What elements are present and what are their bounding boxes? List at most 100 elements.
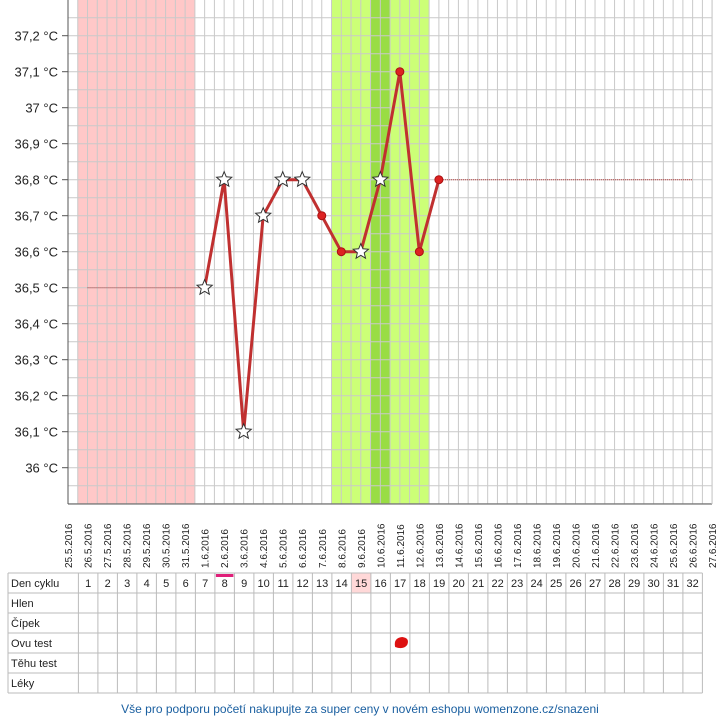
- ovu-test-mark[interactable]: [394, 637, 408, 649]
- x-tick-label: 20.6.2016: [572, 523, 583, 568]
- star-marker[interactable]: [215, 170, 234, 188]
- y-tick-label: 37,2 °C: [14, 29, 58, 44]
- day-number[interactable]: 29: [628, 578, 640, 590]
- day-number[interactable]: 23: [511, 578, 523, 590]
- day-number[interactable]: 17: [394, 578, 406, 590]
- x-tick-label: 10.6.2016: [376, 523, 387, 568]
- y-tick-label: 36,9 °C: [14, 137, 58, 152]
- y-tick-label: 36,3 °C: [14, 353, 58, 368]
- day-number[interactable]: 9: [241, 578, 247, 590]
- star-marker[interactable]: [293, 170, 312, 188]
- day-number[interactable]: 14: [336, 578, 348, 590]
- star-marker[interactable]: [351, 242, 370, 260]
- day-number[interactable]: 19: [433, 578, 445, 590]
- x-tick-label: 27.6.2016: [708, 523, 719, 568]
- day-number[interactable]: 26: [570, 578, 582, 590]
- day-number[interactable]: 11: [277, 578, 288, 590]
- y-tick-label: 36 °C: [25, 461, 58, 476]
- y-tick-label: 37 °C: [25, 101, 58, 116]
- y-tick-label: 36,2 °C: [14, 389, 58, 404]
- x-tick-label: 26.5.2016: [84, 523, 95, 568]
- x-tick-label: 30.5.2016: [162, 523, 173, 568]
- day-number[interactable]: 4: [144, 578, 150, 590]
- day-number[interactable]: 15: [355, 578, 367, 590]
- y-tick-label: 37,1 °C: [14, 65, 58, 80]
- star-marker[interactable]: [254, 206, 273, 224]
- point-marker[interactable]: [395, 67, 405, 77]
- x-tick-label: 27.5.2016: [103, 523, 114, 568]
- y-tick-label: 36,8 °C: [14, 173, 58, 188]
- star-marker[interactable]: [195, 278, 214, 296]
- x-tick-label: 31.5.2016: [181, 523, 192, 568]
- day-number[interactable]: 28: [609, 578, 621, 590]
- point-marker[interactable]: [317, 211, 327, 221]
- day-number[interactable]: 8: [222, 578, 228, 590]
- x-tick-label: 7.6.2016: [318, 529, 329, 568]
- table-row-label: Léky: [11, 678, 35, 690]
- table-row-label: Těhu test: [11, 658, 57, 670]
- x-tick-label: 22.6.2016: [611, 523, 622, 568]
- x-tick-label: 18.6.2016: [532, 523, 543, 568]
- x-tick-label: 2.6.2016: [220, 529, 231, 568]
- day-number[interactable]: 21: [472, 578, 484, 590]
- bbt-chart: 37,2 °C 37,1 °C 37 °C 36,9 °C 36,8 °C 36,7 °C…: [7, 0, 719, 694]
- y-tick-label: 36,5 °C: [14, 281, 58, 296]
- y-tick-label: 36,4 °C: [14, 317, 58, 332]
- star-marker[interactable]: [234, 422, 253, 440]
- marked-day-indicator: [215, 574, 234, 577]
- day-number[interactable]: 32: [687, 578, 699, 590]
- x-tick-label: 12.6.2016: [415, 523, 426, 568]
- temperature-series: [195, 67, 444, 440]
- day-number[interactable]: 1: [85, 578, 91, 590]
- day-number[interactable]: 22: [492, 578, 504, 590]
- x-tick-label: 5.6.2016: [279, 529, 290, 568]
- x-tick-label: 21.6.2016: [591, 523, 602, 568]
- x-tick-label: 11.6.2016: [396, 524, 407, 568]
- x-tick-label: 23.6.2016: [630, 523, 641, 568]
- day-number[interactable]: 10: [258, 578, 270, 590]
- x-tick-label: 8.6.2016: [337, 529, 348, 568]
- day-number[interactable]: 16: [375, 578, 387, 590]
- day-number[interactable]: 27: [589, 578, 601, 590]
- x-tick-label: 16.6.2016: [493, 523, 504, 568]
- day-number[interactable]: 6: [183, 578, 189, 590]
- day-number[interactable]: 18: [414, 578, 426, 590]
- x-tick-label: 13.6.2016: [435, 523, 446, 568]
- day-number[interactable]: 13: [316, 578, 328, 590]
- y-tick-label: 36,7 °C: [14, 209, 58, 224]
- x-tick-label: 17.6.2016: [513, 523, 524, 568]
- day-number[interactable]: 20: [453, 578, 465, 590]
- star-marker[interactable]: [371, 170, 390, 188]
- x-tick-label: 24.6.2016: [650, 523, 661, 568]
- x-axis: 25.5.2016 26.5.2016 27.5.2016 28.5.2016 29.5…: [64, 523, 719, 568]
- star-marker[interactable]: [273, 170, 292, 188]
- table-row-label: Hlen: [11, 598, 34, 610]
- cover-lines: [87, 179, 693, 289]
- day-number[interactable]: 5: [163, 578, 169, 590]
- point-marker[interactable]: [434, 175, 444, 185]
- footer-promo: Vše pro podporu početí nakupujte za supe…: [0, 700, 720, 720]
- point-marker[interactable]: [414, 247, 424, 257]
- day-number[interactable]: 31: [667, 578, 679, 590]
- footer-link[interactable]: Vše pro podporu početí nakupujte za supe…: [121, 702, 599, 716]
- day-number[interactable]: 7: [202, 578, 208, 590]
- highlight-day-cell: [351, 573, 371, 593]
- x-tick-label: 15.6.2016: [474, 523, 485, 568]
- x-tick-label: 25.5.2016: [64, 523, 75, 568]
- point-marker[interactable]: [336, 247, 346, 257]
- day-number[interactable]: 24: [531, 578, 543, 590]
- x-tick-label: 19.6.2016: [552, 523, 563, 568]
- x-tick-label: 1.6.2016: [201, 529, 212, 568]
- y-tick-label: 36,1 °C: [14, 425, 58, 440]
- y-axis: 37,2 °C 37,1 °C 37 °C 36,9 °C 36,8 °C 36,7 °C…: [14, 29, 68, 476]
- day-number[interactable]: 12: [297, 578, 309, 590]
- x-tick-label: 14.6.2016: [454, 523, 465, 568]
- day-number[interactable]: 30: [648, 578, 660, 590]
- x-tick-label: 3.6.2016: [240, 529, 251, 568]
- day-number[interactable]: 2: [105, 578, 111, 590]
- day-number[interactable]: 3: [124, 578, 130, 590]
- x-tick-label: 6.6.2016: [298, 529, 309, 568]
- day-number[interactable]: 25: [550, 578, 562, 590]
- x-tick-label: 25.6.2016: [669, 523, 680, 568]
- table-row-label: Ovu test: [11, 638, 52, 650]
